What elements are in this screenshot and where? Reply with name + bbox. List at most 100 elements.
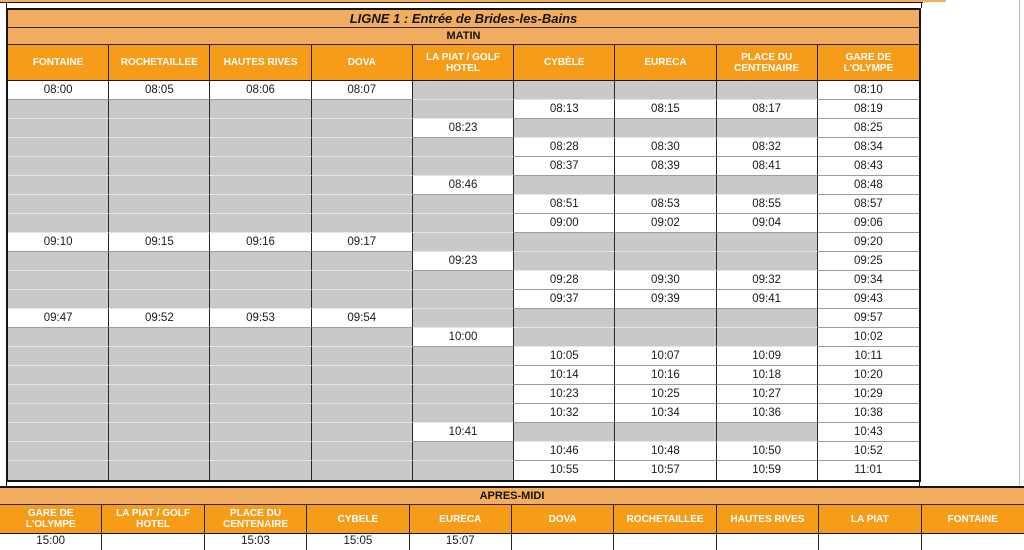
no-stop-cell (412, 404, 515, 423)
no-stop-cell (615, 252, 717, 271)
column-header-cyb-le: CYBÈLE (514, 45, 616, 80)
time-cell: 08:00 (8, 81, 110, 100)
column-header-eureca: EURECA (615, 45, 717, 80)
no-stop-cell (8, 366, 110, 385)
time-cell: 10:11 (817, 347, 919, 366)
time-cell: 10:02 (817, 328, 919, 347)
column-header-dova: DOVA (312, 45, 413, 80)
timetable-row: 08:28 08:30 08:32 08:34 (8, 138, 919, 157)
time-cell: 10:29 (817, 385, 919, 404)
no-stop-cell (412, 290, 515, 309)
timetable-row: 10:14 10:16 10:18 10:20 (8, 366, 919, 385)
no-stop-cell (615, 328, 717, 347)
no-stop-cell (109, 366, 211, 385)
time-cell: 09:39 (615, 290, 717, 309)
no-stop-cell (514, 176, 616, 195)
column-header-fontaine: FONTAINE (8, 45, 110, 80)
time-cell: 10:46 (514, 442, 616, 461)
time-cell: 09:20 (817, 233, 919, 252)
no-stop-cell (412, 81, 515, 100)
no-stop-cell (8, 100, 110, 119)
apres-midi-timetable: APRES-MIDI GARE DE L'OLYMPE LA PIAT / GOL… (0, 486, 1024, 550)
no-stop-cell (8, 423, 110, 442)
time-cell: 08:39 (615, 157, 717, 176)
time-cell: 08:34 (817, 138, 919, 157)
time-cell: 08:41 (716, 157, 818, 176)
no-stop-cell (311, 214, 413, 233)
time-cell: 15:00 (0, 534, 103, 550)
no-stop-cell (412, 366, 515, 385)
time-cell: 08:32 (716, 138, 818, 157)
time-cell: 09:02 (615, 214, 717, 233)
no-stop-cell (412, 214, 515, 233)
no-stop-cell (615, 176, 717, 195)
time-cell: 09:34 (817, 271, 919, 290)
column-header-gare-de-l-olympe: GARE DE L'OLYMPE (0, 505, 103, 533)
time-cell: 15:03 (204, 534, 308, 550)
no-stop-cell (210, 214, 312, 233)
no-stop-cell (311, 138, 413, 157)
column-header-hautes-rives: HAUTES RIVES (210, 45, 312, 80)
no-stop-cell (311, 271, 413, 290)
no-stop-cell (716, 233, 818, 252)
no-stop-cell (412, 138, 515, 157)
time-cell: 10:18 (716, 366, 818, 385)
no-stop-cell (109, 157, 211, 176)
timetable-row: 09:10 09:15 09:16 09:17 09:20 (8, 233, 919, 252)
empty-cell (102, 534, 205, 550)
no-stop-cell (210, 138, 312, 157)
column-header-la-piat-golf-hotel: LA PIAT / GOLF HOTEL (413, 45, 515, 80)
time-cell: 08:13 (514, 100, 616, 119)
no-stop-cell (210, 385, 312, 404)
time-cell: 10:43 (817, 423, 919, 442)
time-cell: 09:53 (210, 309, 312, 328)
no-stop-cell (412, 100, 515, 119)
no-stop-cell (8, 442, 110, 461)
time-cell: 09:10 (8, 233, 110, 252)
no-stop-cell (716, 119, 818, 138)
no-stop-cell (210, 176, 312, 195)
no-stop-cell (311, 347, 413, 366)
matin-section-banner: MATIN (8, 28, 919, 45)
matin-header-row: FONTAINE ROCHETAILLEE HAUTES RIVES DOVA LA P… (8, 45, 919, 81)
no-stop-cell (514, 119, 616, 138)
time-cell: 09:00 (514, 214, 616, 233)
timetable-row: 10:32 10:34 10:36 10:38 (8, 404, 919, 423)
no-stop-cell (311, 328, 413, 347)
no-stop-cell (412, 347, 515, 366)
no-stop-cell (210, 119, 312, 138)
no-stop-cell (109, 100, 211, 119)
column-header-gare-de-l-olympe: GARE DE L'OLYMPE (843, 51, 894, 74)
line-title-banner: LIGNE 1 : Entrée de Brides-les-Bains (8, 10, 919, 28)
time-cell: 08:43 (817, 157, 919, 176)
no-stop-cell (210, 442, 312, 461)
column-header-cybele: CYBELE (307, 505, 410, 533)
empty-cell (921, 534, 1024, 550)
no-stop-cell (716, 252, 818, 271)
time-cell: 10:32 (514, 404, 616, 423)
time-cell: 10:00 (412, 328, 515, 347)
time-cell: 08:51 (514, 195, 616, 214)
timetable-row: 10:23 10:25 10:27 10:29 (8, 385, 919, 404)
no-stop-cell (311, 290, 413, 309)
time-cell: 15:07 (409, 534, 512, 550)
time-cell: 08:57 (817, 195, 919, 214)
no-stop-cell (311, 385, 413, 404)
no-stop-cell (8, 214, 110, 233)
time-cell: 08:48 (817, 176, 919, 195)
time-cell: 09:32 (716, 271, 818, 290)
apres-midi-body: 15:00 15:03 15:05 15:07 (0, 534, 1024, 550)
no-stop-cell (210, 271, 312, 290)
table-edge-tick (921, 3, 922, 8)
time-cell: 08:23 (412, 119, 515, 138)
no-stop-cell (8, 195, 110, 214)
time-cell: 09:57 (817, 309, 919, 328)
time-cell: 09:54 (311, 309, 413, 328)
no-stop-cell (514, 233, 616, 252)
timetable-row: 10:55 10:57 10:59 11:01 (8, 461, 919, 480)
time-cell: 09:28 (514, 271, 616, 290)
no-stop-cell (716, 81, 818, 100)
column-header-hautes-rives: HAUTES RIVES (717, 505, 820, 533)
timetable-row: 15:00 15:03 15:05 15:07 (0, 534, 1024, 550)
time-cell: 15:05 (307, 534, 410, 550)
